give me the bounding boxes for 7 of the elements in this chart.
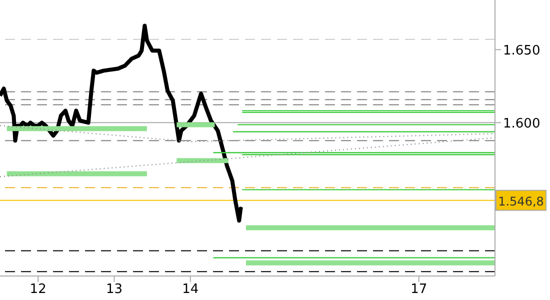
x-tick-label: 14	[182, 282, 199, 298]
ref-line-label: 1.546,8	[498, 194, 544, 208]
x-tick-label: 13	[106, 282, 123, 298]
x-tick-label: 12	[30, 282, 46, 298]
y-tick-label: 1.600	[503, 116, 540, 132]
x-tick-label: 17	[410, 282, 428, 298]
y-tick-label: 1.650	[503, 43, 540, 58]
